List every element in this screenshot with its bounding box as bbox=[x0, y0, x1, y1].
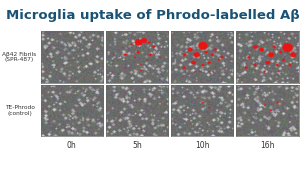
Text: Aβ42 Fibrils
(SPR-487): Aβ42 Fibrils (SPR-487) bbox=[2, 52, 37, 62]
Text: TE-Phrodo
(control): TE-Phrodo (control) bbox=[4, 105, 34, 116]
Text: 0h: 0h bbox=[67, 141, 76, 150]
Text: 10h: 10h bbox=[195, 141, 209, 150]
Text: 16h: 16h bbox=[260, 141, 275, 150]
Text: • StressMarq: • StressMarq bbox=[6, 159, 47, 164]
Text: 5h: 5h bbox=[132, 141, 142, 150]
Text: Microglia uptake of Phrodo-labelled Aβ42 fibrils: Microglia uptake of Phrodo-labelled Aβ42… bbox=[6, 9, 300, 22]
